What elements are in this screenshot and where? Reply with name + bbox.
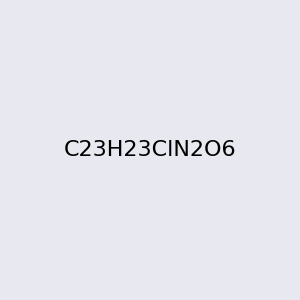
Text: C23H23ClN2O6: C23H23ClN2O6	[64, 140, 236, 160]
